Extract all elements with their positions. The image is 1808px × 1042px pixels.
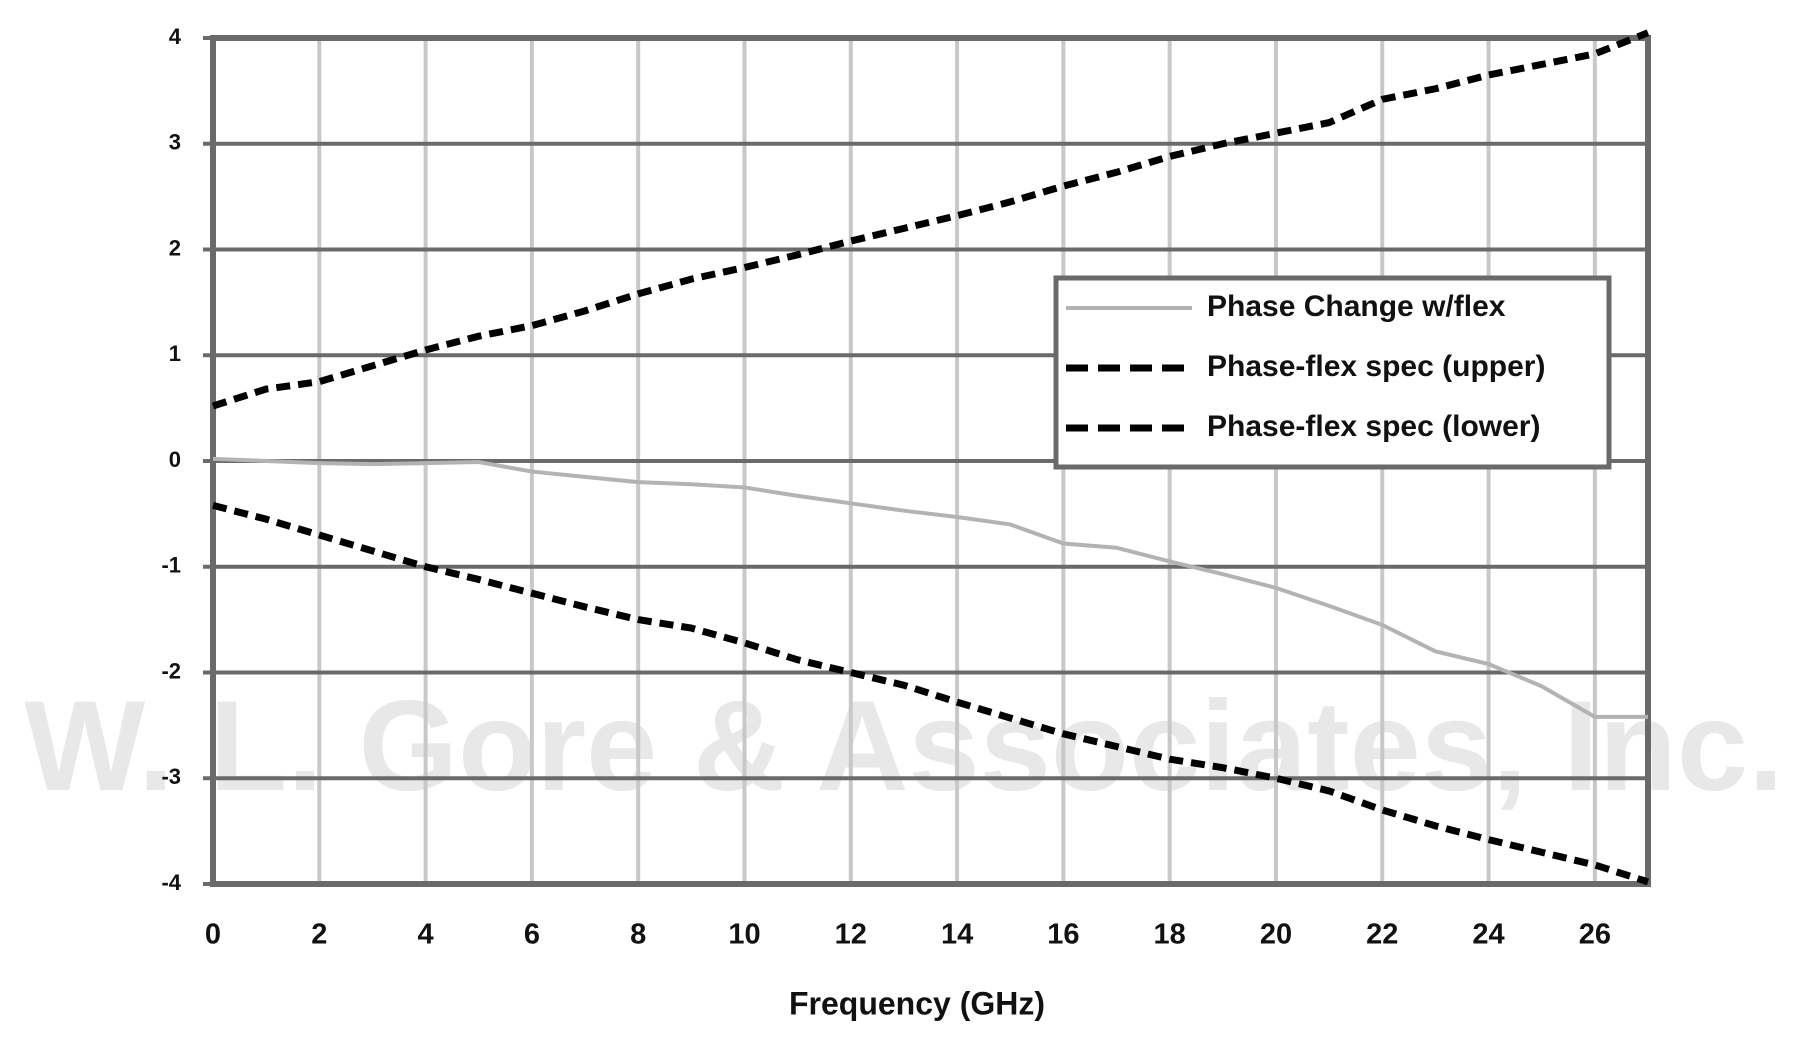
x-tick-label: 16 (1047, 919, 1079, 951)
x-tick-label: 20 (1260, 919, 1292, 951)
y-tick-label: 2 (169, 235, 181, 260)
x-tick-label: 10 (728, 919, 760, 951)
watermark: W. L. Gore & Associates, Inc. (24, 675, 1783, 818)
x-tick-label: 6 (524, 919, 540, 951)
series-line (211, 29, 1650, 410)
legend-label: Phase-flex spec (lower) (1207, 410, 1540, 443)
x-tick-label: 8 (630, 919, 646, 951)
series-line (212, 502, 1650, 886)
y-tick-label: 1 (169, 341, 181, 366)
y-tick-label: -1 (161, 553, 181, 578)
x-tick-label: 4 (418, 919, 434, 951)
x-axis-label: Frequency (GHz) (789, 985, 1045, 1021)
legend-label: Phase Change w/flex (1207, 290, 1506, 323)
y-tick-label: 4 (169, 24, 182, 49)
x-tick-label: 2 (311, 919, 327, 951)
y-tick-label: -3 (161, 764, 181, 789)
y-tick-label: 3 (169, 130, 181, 155)
y-tick-label: -2 (161, 658, 181, 683)
series-line (212, 456, 1648, 719)
legend-label: Phase-flex spec (upper) (1207, 350, 1545, 383)
x-tick-label: 18 (1154, 919, 1186, 951)
x-tick-label: 14 (941, 919, 973, 951)
x-tick-label: 0 (205, 919, 221, 951)
y-tick-label: -4 (161, 870, 181, 895)
x-tick-label: 24 (1472, 919, 1504, 951)
plot-frame (210, 35, 1651, 887)
legend-box (1053, 275, 1612, 470)
legend: Phase Change w/flex Phase-flex spec (uppe… (1053, 275, 1612, 470)
x-tick-label: 12 (835, 919, 867, 951)
y-tick-label: 0 (169, 447, 181, 472)
x-tick-label: 22 (1366, 919, 1398, 951)
x-tick-label: 26 (1579, 919, 1611, 951)
